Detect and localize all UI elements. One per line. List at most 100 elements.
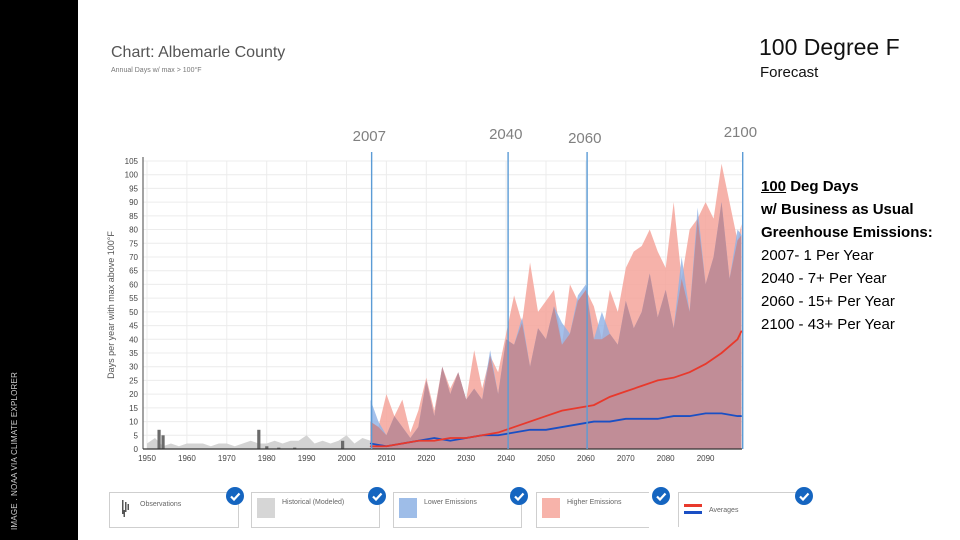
higher-emissions-checkbox[interactable] xyxy=(652,487,670,505)
higher-emissions-average-line-point xyxy=(736,338,739,340)
legend-label: Lower Emissions xyxy=(424,499,477,506)
historical-checkbox[interactable] xyxy=(368,487,386,505)
higher-emissions-average-line-point xyxy=(641,385,643,387)
x-tick-label: 2050 xyxy=(537,454,555,463)
legend-observations[interactable]: Observations xyxy=(109,492,239,528)
lower-emissions-average-line-point xyxy=(609,420,611,423)
higher-emissions-average-line-point xyxy=(593,404,595,406)
notes-item: 2040 - 7+ Per Year xyxy=(761,270,887,287)
lower-emissions-average-line-point xyxy=(736,415,739,417)
y-tick-label: 50 xyxy=(129,308,138,317)
lower-emissions-average-line-point xyxy=(625,418,627,420)
y-tick-label: 25 xyxy=(129,376,138,385)
legend-label: Averages xyxy=(709,507,739,514)
observations-bars-icon xyxy=(122,500,129,517)
lower-emissions-average-line-point xyxy=(641,418,643,420)
higher-emissions-average-line-point xyxy=(465,437,467,439)
notes-item: 2007- 1 Per Year xyxy=(761,247,874,264)
higher-emissions-average-line-point xyxy=(545,415,547,417)
x-tick-label: 1990 xyxy=(298,454,316,463)
x-tick-label: 1950 xyxy=(138,454,156,463)
x-tick-label: 2060 xyxy=(577,454,595,463)
y-tick-label: 0 xyxy=(134,445,139,454)
notes-heading-number: 100 xyxy=(761,178,787,195)
lower-emissions-average-line-point xyxy=(545,429,547,431)
y-tick-label: 65 xyxy=(129,267,138,276)
emissions-overlap-area xyxy=(370,202,742,449)
y-tick-label: 20 xyxy=(129,390,138,399)
lower-emissions-average-line-point xyxy=(689,415,691,417)
x-tick-label: 2070 xyxy=(617,454,635,463)
historical-modeled-area xyxy=(147,435,371,449)
check-icon xyxy=(799,492,810,502)
x-tick-label: 2000 xyxy=(338,454,356,463)
y-tick-label: 105 xyxy=(125,157,139,166)
marker-label-2007: 2007 xyxy=(352,128,386,145)
averages-lines-icon xyxy=(684,504,702,514)
x-tick-label: 1980 xyxy=(258,454,276,463)
higher-emissions-average-line-point xyxy=(417,440,419,442)
legend-label: Higher Emissions xyxy=(567,499,622,506)
y-tick-label: 30 xyxy=(129,363,138,372)
forecast-notes: 100 Deg Days w/ Business as Usual Greenh… xyxy=(761,175,933,336)
higher-emissions-average-line-point xyxy=(561,409,563,412)
legend-label: Historical (Modeled) xyxy=(282,499,345,506)
check-icon xyxy=(230,492,241,502)
y-tick-label: 85 xyxy=(129,212,138,221)
lower-emissions-average-line-point xyxy=(657,418,659,420)
y-tick-label: 45 xyxy=(129,322,138,331)
lower-emissions-checkbox[interactable] xyxy=(510,487,528,505)
lower-emissions-average-line-point xyxy=(705,412,707,414)
y-tick-label: 70 xyxy=(129,253,138,262)
higher-emissions-average-line-point xyxy=(497,431,499,434)
legend-higher-emissions[interactable]: Higher Emissions xyxy=(536,492,649,528)
higher-emissions-swatch xyxy=(542,498,560,518)
check-icon xyxy=(514,492,525,502)
notes-heading-text: Deg Days xyxy=(786,178,859,195)
historical-swatch xyxy=(257,498,275,518)
legend-averages[interactable]: Averages xyxy=(678,492,806,527)
higher-emissions-average-line-point xyxy=(577,407,579,409)
y-tick-label: 10 xyxy=(129,418,138,427)
lower-emissions-average-line-point xyxy=(720,412,723,414)
x-tick-label: 2090 xyxy=(697,454,715,463)
marker-label-2100: 2100 xyxy=(723,124,758,141)
x-tick-label: 2010 xyxy=(378,454,396,463)
y-tick-label: 60 xyxy=(129,280,138,289)
marker-label-2040: 2040 xyxy=(489,126,523,143)
lower-emissions-average-line-point xyxy=(577,423,579,425)
notes-line-2: w/ Business as Usual xyxy=(761,201,914,218)
legend-historical-modeled[interactable]: Historical (Modeled) xyxy=(251,492,380,528)
higher-emissions-average-line-point xyxy=(740,330,743,332)
observations-checkbox[interactable] xyxy=(226,487,244,505)
averages-checkbox[interactable] xyxy=(795,487,813,505)
y-tick-label: 15 xyxy=(129,404,138,413)
higher-emissions-average-line-point xyxy=(481,434,483,436)
lower-emissions-average-line-point xyxy=(513,431,515,434)
higher-emissions-average-line-point xyxy=(657,379,659,382)
higher-emissions-average-line-point xyxy=(449,437,451,439)
y-tick-label: 100 xyxy=(125,171,139,180)
lower-emissions-swatch xyxy=(399,498,417,518)
y-tick-label: 40 xyxy=(129,335,138,344)
slide-subtitle: Forecast xyxy=(760,64,819,81)
y-axis-label: Days per year with max above 100°F xyxy=(106,231,116,379)
y-tick-label: 80 xyxy=(129,226,138,235)
observation-bar xyxy=(341,440,345,449)
higher-emissions-average-line-point xyxy=(673,377,675,379)
y-tick-label: 95 xyxy=(129,184,138,193)
observation-bar xyxy=(257,429,261,449)
lower-emissions-average-line-point xyxy=(529,429,531,431)
observation-bar xyxy=(157,429,161,449)
notes-item: 2100 - 43+ Per Year xyxy=(761,316,895,333)
y-tick-label: 75 xyxy=(129,239,138,248)
observation-bar xyxy=(265,446,269,449)
legend-lower-emissions[interactable]: Lower Emissions xyxy=(393,492,522,528)
lower-emissions-average-line-point xyxy=(561,426,563,428)
observation-bar xyxy=(293,447,297,449)
notes-item: 2060 - 15+ Per Year xyxy=(761,293,895,310)
higher-emissions-average-line-point xyxy=(513,426,515,428)
observation-bar xyxy=(161,435,165,449)
higher-emissions-average-line-point xyxy=(401,442,403,445)
